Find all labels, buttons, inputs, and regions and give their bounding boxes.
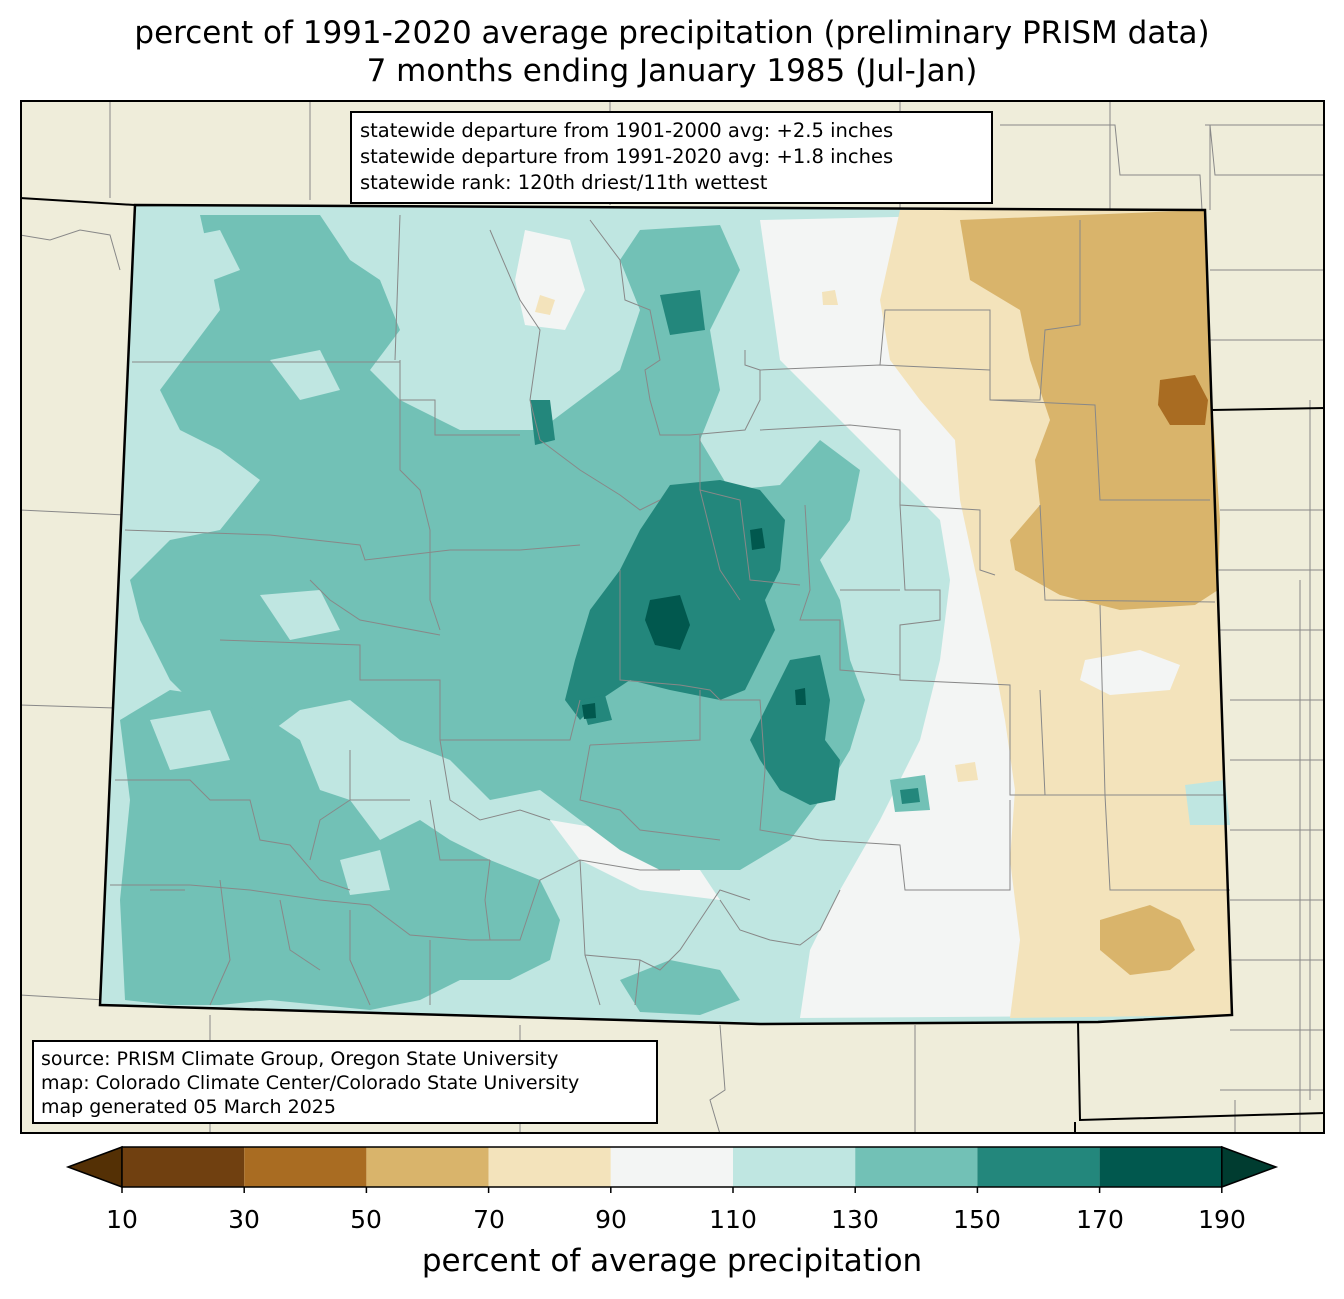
colorado-border (98, 203, 1234, 1026)
zone-50-70-southeast (1100, 905, 1195, 975)
colorbar-bin-170-190 (1099, 1147, 1222, 1187)
map-credit-line: map: Colorado Climate Center/Colorado St… (41, 1072, 580, 1094)
title-line-1: percent of 1991-2020 average precipitati… (134, 15, 1210, 51)
neighbor-state-borders (20, 197, 1325, 1134)
stat-rank: statewide rank: 120th driest/11th wettes… (360, 171, 768, 194)
source-box: source: PRISM Climate Group, Oregon Stat… (32, 1040, 658, 1124)
zone-170-190-spot-1 (645, 595, 690, 650)
colorbar-bin-70-90 (488, 1147, 611, 1187)
colorado-county-lines (110, 214, 1230, 1006)
colorbar-tick-90: 90 (595, 1205, 627, 1234)
generated-date-line: map generated 05 March 2025 (41, 1096, 336, 1118)
colorbar-bin-10-30 (122, 1147, 245, 1187)
colorbar-tick-170: 170 (1076, 1205, 1124, 1234)
colorbar-tick-30: 30 (228, 1205, 260, 1234)
colorbar-tick-190: 190 (1198, 1205, 1246, 1234)
colorbar-bin-150-170 (977, 1147, 1100, 1187)
colorbar-tick-70: 70 (473, 1205, 505, 1234)
statewide-stats-box: statewide departure from 1901-2000 avg: … (350, 111, 993, 204)
colorbar-extend-low (65, 1145, 123, 1189)
zone-130-150-southwest (120, 690, 560, 1010)
colorbar-tick-150: 150 (953, 1205, 1001, 1234)
colorbar-tick-110: 110 (709, 1205, 757, 1234)
zone-50-70-east (960, 210, 1220, 610)
stat-departure-1901: statewide departure from 1901-2000 avg: … (360, 119, 894, 142)
map-panel[interactable] (20, 100, 1325, 1134)
map-title: percent of 1991-2020 average precipitati… (0, 14, 1344, 90)
colorbar-bin-130-150 (855, 1147, 978, 1187)
colorbar-label: percent of average precipitation (421, 1243, 923, 1279)
colorbar-bin-50-70 (366, 1147, 489, 1187)
colorbar-tick-10: 10 (106, 1205, 138, 1234)
colorbar-bin-90-110 (610, 1147, 733, 1187)
precipitation-field (100, 205, 1232, 1024)
source-line: source: PRISM Climate Group, Oregon Stat… (41, 1048, 559, 1070)
colorbar-extend-high (1221, 1145, 1279, 1189)
zone-150-170-east-lobe (750, 655, 840, 805)
colorbar-bin-30-50 (244, 1147, 367, 1187)
zone-30-50-spot (1158, 375, 1208, 425)
colorbar (60, 1140, 1290, 1200)
colorbar-tick-50: 50 (350, 1205, 382, 1234)
colorbar-tick-130: 130 (831, 1205, 879, 1234)
title-line-2: 7 months ending January 1985 (Jul-Jan) (366, 53, 978, 89)
stat-departure-1991: statewide departure from 1991-2020 avg: … (360, 145, 894, 168)
map-frame-border (20, 100, 1325, 1134)
colorbar-bin-110-130 (733, 1147, 856, 1187)
